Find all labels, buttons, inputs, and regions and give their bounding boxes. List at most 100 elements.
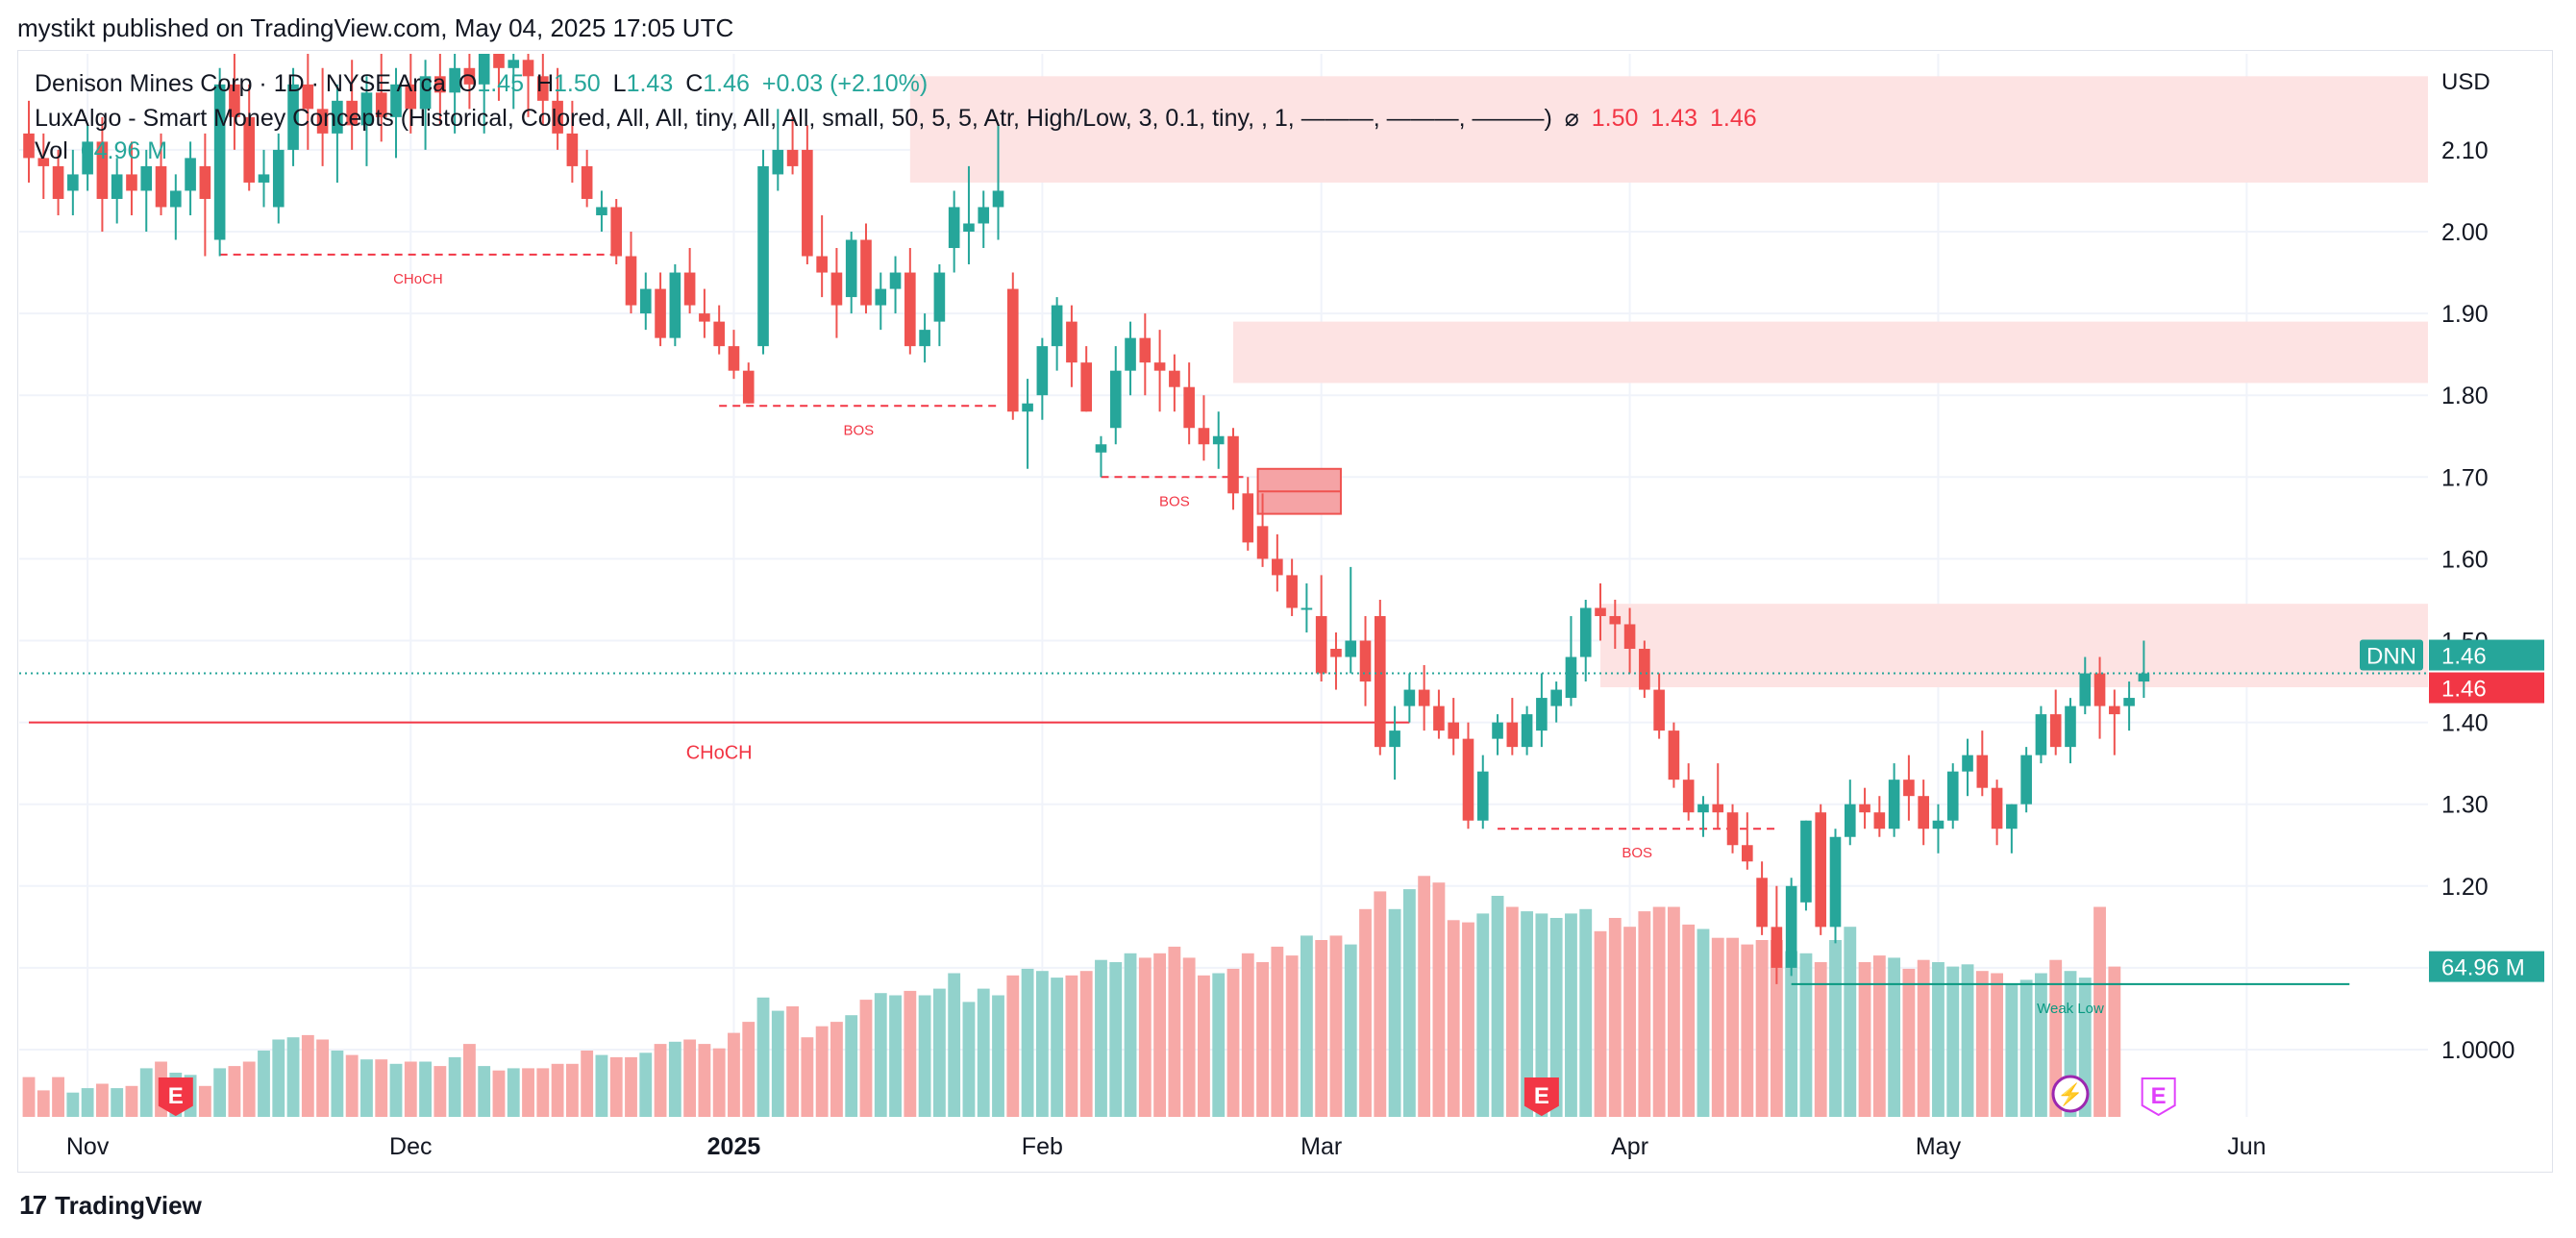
volume-bar [37,1090,50,1117]
candle-body [860,239,872,306]
indicator-value-1: 1.50 [1591,105,1639,132]
supply-zone [909,76,2428,183]
candle-body [185,158,196,191]
volume-bar [845,1015,858,1117]
volume-bar [1844,927,1857,1117]
candle-body [596,207,607,215]
volume-bar [1917,959,1930,1117]
candle-body [478,54,490,85]
candle-body [1492,722,1503,739]
volume-bar [1932,962,1944,1117]
footer-brand[interactable]: 17 TradingView [19,1190,202,1221]
candle-body [1962,755,1973,772]
candle-body [933,272,946,322]
volume-bar [786,1006,800,1117]
x-tick-label: Feb [1022,1133,1063,1160]
y-tick-label: 1.40 [2441,710,2489,737]
candle-body [1873,812,1886,829]
volume-bar [1359,908,1372,1117]
volume-bar [1095,959,1107,1117]
candle-body [1550,689,1562,706]
tradingview-logo-icon: 17 [19,1190,47,1220]
candle-body [830,272,843,306]
x-tick-label: Mar [1300,1133,1342,1160]
candle-body [1888,780,1900,829]
volume-bar [1256,962,1269,1117]
volume-bar [1799,953,1813,1117]
volume-label[interactable]: Vol [35,137,68,164]
candle-body [1903,780,1915,797]
candle-body [728,346,740,371]
volume-bar [1755,940,1769,1117]
volume-bar [81,1088,94,1117]
candle-body [302,84,314,110]
candle-body [346,100,358,126]
volume-bar [331,1051,344,1117]
candle-body [213,84,226,240]
volume-bar [1006,975,1020,1117]
volume-bar [478,1066,491,1117]
change-value: +0.03 (+2.10%) [761,70,929,97]
volume-bar [1961,964,1974,1117]
candle-body [405,84,417,110]
volume-bar [625,1056,637,1117]
volume-bar [581,1051,594,1117]
volume-bar [404,1061,417,1117]
candle-body [2035,714,2047,755]
candle-body [904,272,916,347]
symbol-tag [2360,639,2423,671]
chart-frame[interactable] [17,50,2553,1173]
candle-body [1109,370,1122,429]
candle-body [1198,428,1210,445]
volume-tag [2429,951,2544,982]
candle-body [655,288,666,338]
indicator-legend[interactable]: LuxAlgo - Smart Money Concepts (Historic… [35,104,1763,133]
candle-body [96,141,109,199]
volume-bar [1991,973,2004,1117]
candle-body [1476,771,1489,821]
candle-body [1095,444,1107,453]
structure-label: CHoCH [686,743,753,764]
candle-body [1256,526,1269,559]
candle-body [699,313,710,322]
volume-bar [742,1022,755,1117]
volume-bar [272,1039,285,1117]
candle-body [2065,706,2076,748]
volume-bar [1182,957,1196,1117]
candle-body [1212,435,1225,445]
candle-body [1506,722,1519,748]
y-tick-label: 1.0000 [2441,1037,2514,1064]
candle-body [1315,615,1327,674]
candle-body [229,84,240,117]
candle-body [1682,780,1695,813]
candle-body [1300,607,1313,610]
candle-body [1932,820,1944,829]
candle-body [1462,738,1474,821]
volume-bar [1462,922,1474,1117]
volume-bar [801,1037,814,1117]
candle-body [360,92,373,126]
volume-bar [507,1068,520,1117]
candle-body [522,60,534,77]
indicator-value-3: 1.46 [1710,105,1757,132]
volume-bar [286,1037,300,1117]
candle-body [1829,836,1842,928]
x-tick-label: May [1916,1133,1962,1160]
candle-body [1859,804,1870,813]
symbol-legend[interactable]: Denison Mines Corp · 1D · NYSE Arca O1.4… [35,70,939,98]
volume-bar [125,1085,138,1117]
volume-bar [1241,953,1254,1117]
indicator-name[interactable]: LuxAlgo - Smart Money Concepts (Historic… [35,105,1552,132]
earnings-icon [2141,1077,2176,1117]
currency-label[interactable]: USD [2441,69,2490,95]
volume-bar [1858,962,1871,1117]
candle-body [1066,321,1077,363]
volume-bar [1051,978,1064,1117]
x-tick-label: Apr [1611,1133,1648,1160]
symbol-name[interactable]: Denison Mines Corp · 1D · NYSE Arca [35,70,446,97]
volume-legend[interactable]: Vol 64.96 M [35,137,173,165]
candle-body [669,272,681,338]
volume-bar [1579,908,1593,1117]
volume-bar [139,1068,153,1117]
